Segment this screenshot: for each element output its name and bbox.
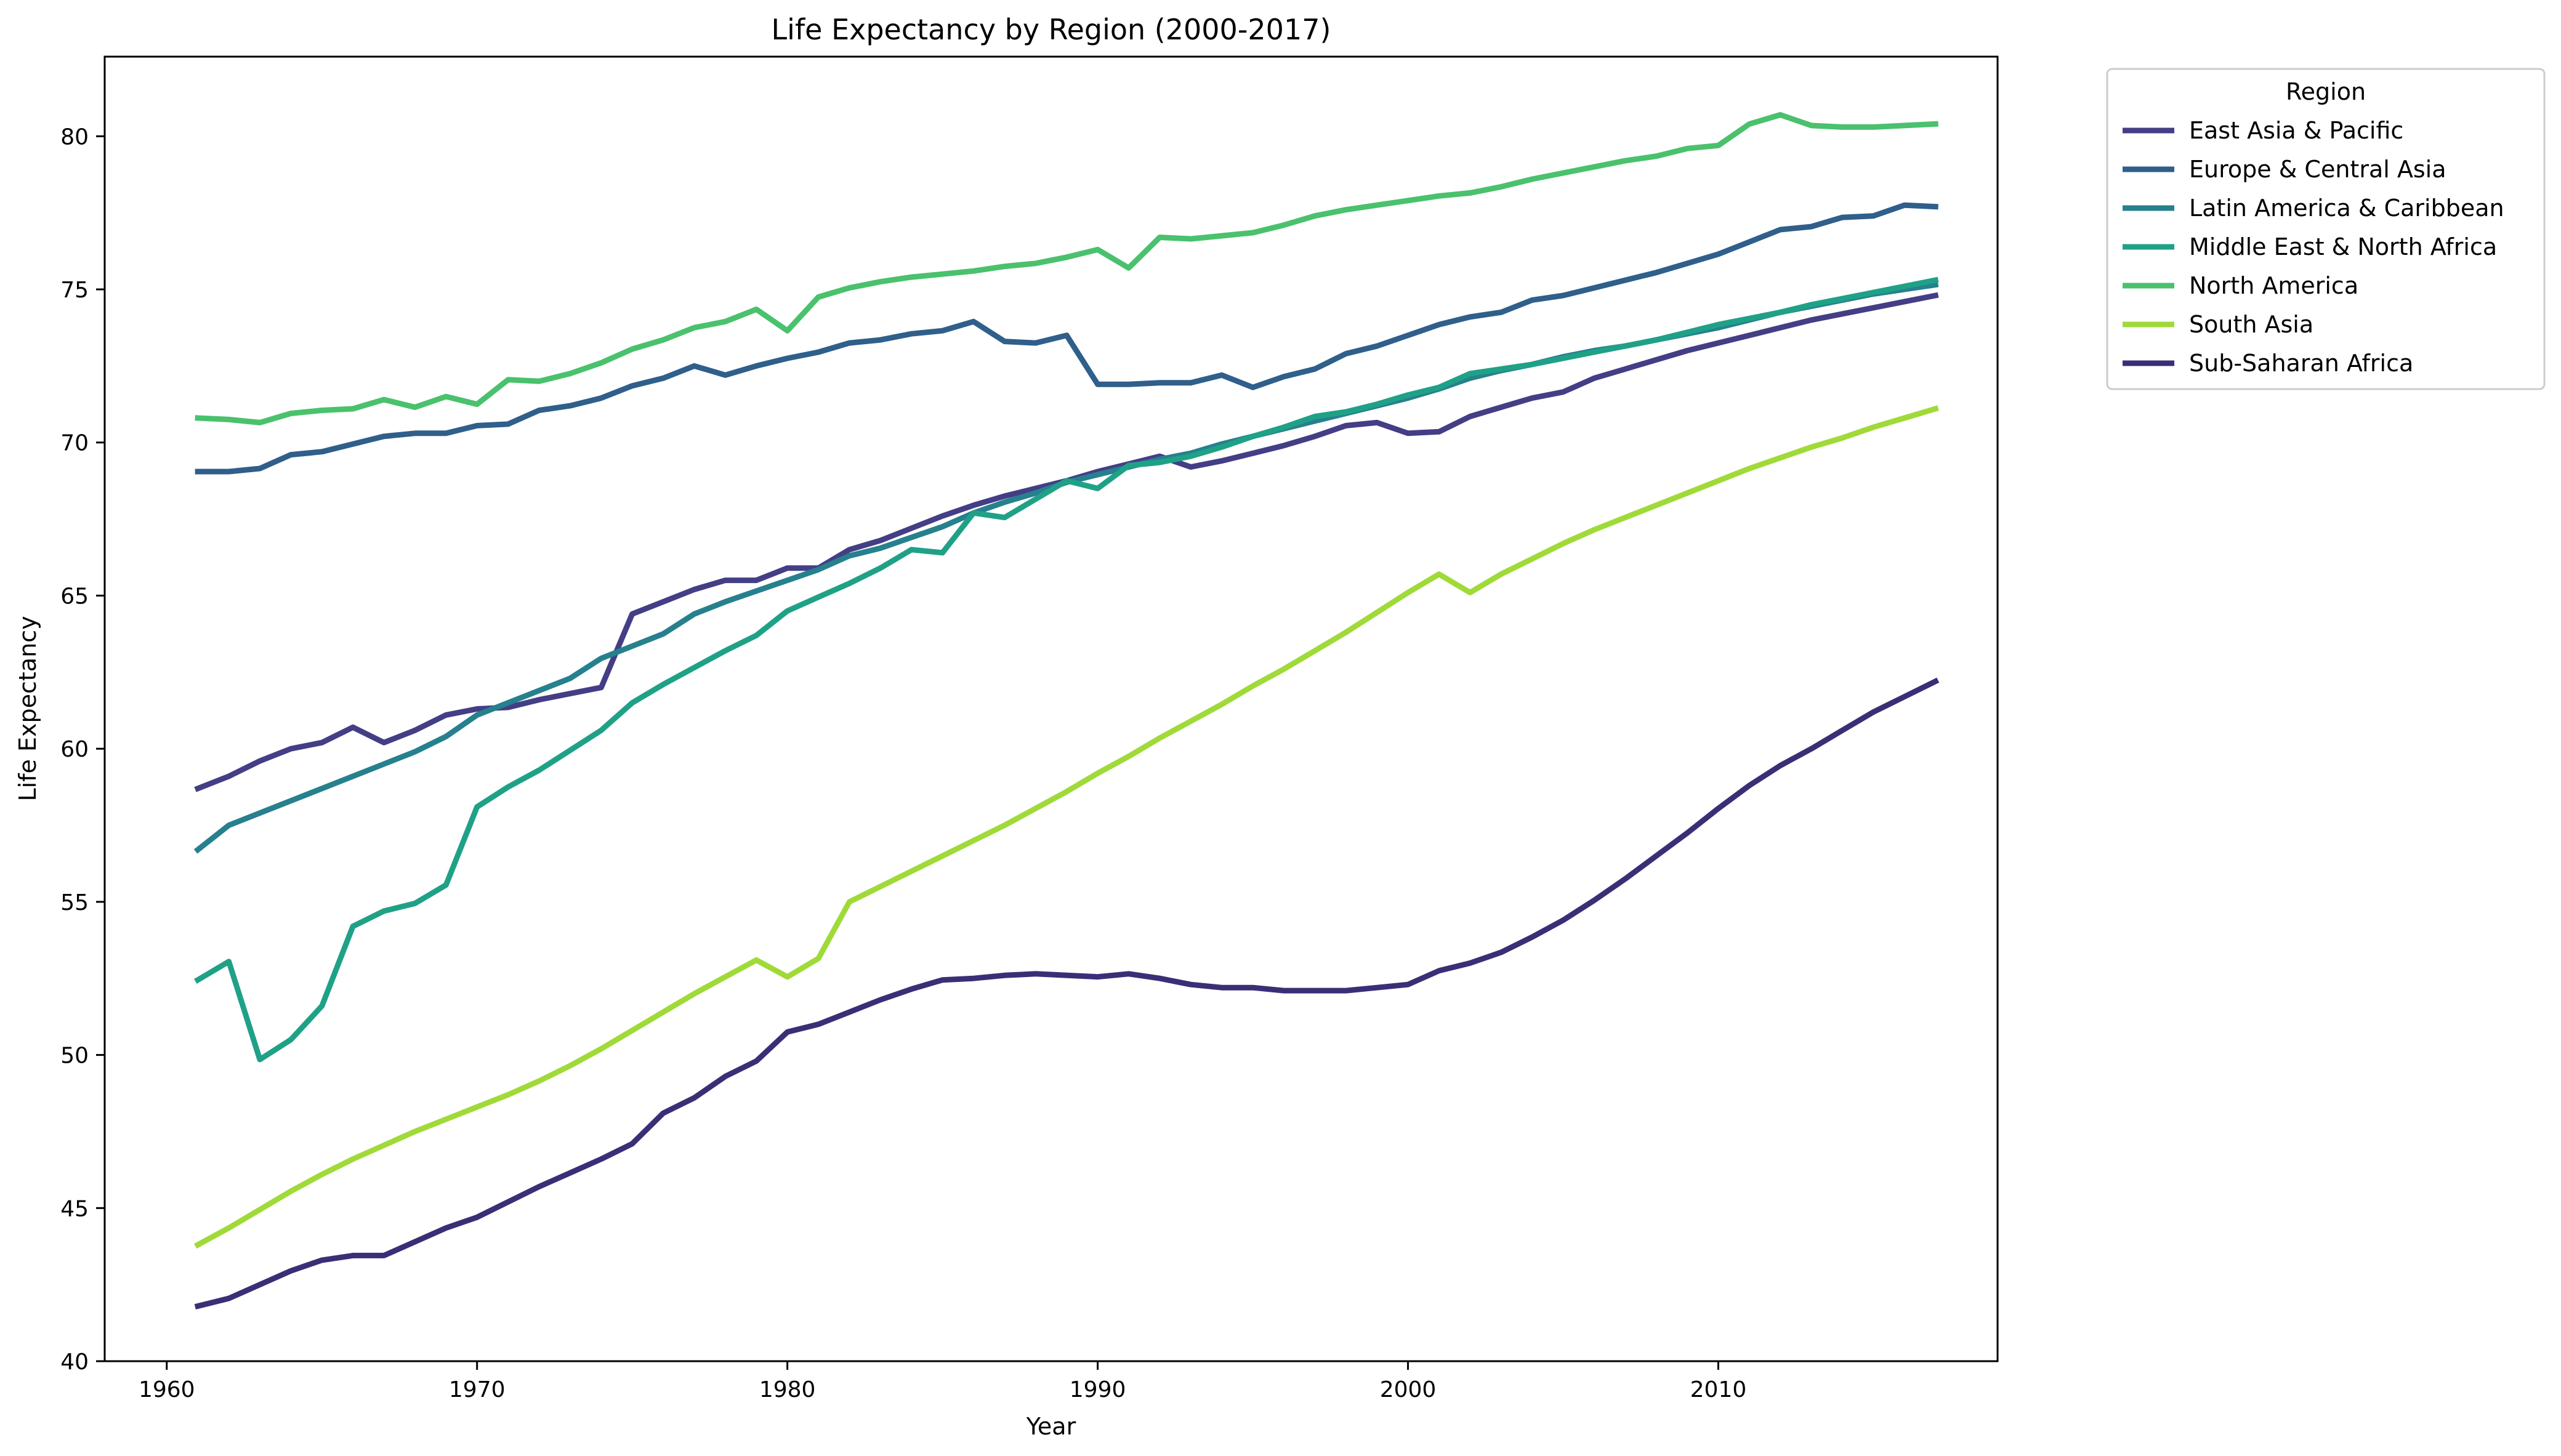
series-line-3 [194, 276, 1939, 1063]
x-axis-label: Year [1026, 1413, 1076, 1440]
x-tick-label: 1960 [139, 1377, 195, 1402]
series-line-6 [194, 677, 1940, 1309]
legend-label-3: Middle East & North Africa [2189, 233, 2497, 260]
legend-label-6: Sub-Saharan Africa [2189, 350, 2413, 377]
series-line-5 [194, 405, 1939, 1249]
y-tick-label: 55 [60, 890, 89, 915]
y-tick-label: 80 [60, 124, 89, 150]
series-layer [193, 112, 1940, 1309]
x-tick-label: 1980 [759, 1377, 816, 1402]
y-tick-label: 65 [60, 584, 89, 609]
series-line-4 [195, 112, 1938, 425]
y-axis-label: Life Expectancy [14, 616, 41, 801]
x-axis: 1960 1970 1980 1990 2000 2010 [139, 1361, 1746, 1402]
chart-title: Life Expectancy by Region (2000-2017) [772, 13, 1331, 46]
x-tick-label: 2000 [1380, 1377, 1437, 1402]
x-tick-label: 1990 [1070, 1377, 1126, 1402]
legend-items: East Asia & Pacific Europe & Central Asia… [2123, 117, 2504, 377]
y-tick-label: 40 [60, 1349, 89, 1375]
plot-frame [103, 55, 1999, 1362]
y-tick-label: 50 [60, 1044, 89, 1069]
legend-label-0: East Asia & Pacific [2189, 117, 2403, 144]
legend-title: Region [2286, 78, 2366, 105]
y-tick-label: 75 [60, 278, 89, 303]
x-tick-label: 2010 [1690, 1377, 1747, 1402]
x-tick-label: 1970 [449, 1377, 506, 1402]
y-tick-label: 45 [60, 1196, 89, 1221]
legend-label-2: Latin America & Caribbean [2189, 195, 2504, 222]
y-tick-label: 60 [60, 737, 89, 762]
legend-frame [2106, 68, 2546, 390]
y-tick-label: 70 [60, 431, 89, 456]
legend-label-4: North America [2189, 272, 2358, 299]
legend-label-5: South Asia [2189, 311, 2313, 338]
series-line-1 [195, 202, 1938, 475]
y-axis: 40 45 50 55 60 65 70 75 80 [60, 124, 105, 1375]
legend-label-1: Europe & Central Asia [2189, 156, 2446, 183]
legend: Region East Asia & Pacific Europe & Centr… [2106, 68, 2546, 390]
